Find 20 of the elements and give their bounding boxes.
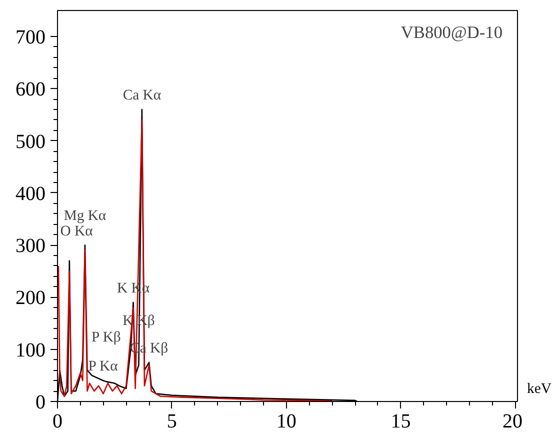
annotation: O Kα [60, 224, 94, 240]
x-tick-label: 5 [166, 410, 177, 432]
y-tick-label: 200 [16, 287, 46, 310]
x-tick-label: 20 [502, 410, 522, 432]
y-tick-label: 0 [36, 392, 46, 414]
annotation: P Kα [88, 358, 118, 375]
annotation: VB800@D-10 [400, 23, 503, 42]
y-tick-label: 400 [16, 182, 46, 205]
y-tick-label: 600 [16, 78, 46, 101]
y-tick-label: 100 [16, 339, 46, 362]
x-axis-title: keV [527, 380, 552, 399]
x-tick-label: 10 [276, 410, 296, 432]
x-tick-label: 0 [52, 410, 62, 432]
annotation: Ca Kα [122, 88, 162, 104]
y-tick-label: 700 [16, 26, 46, 49]
annotation: P Kβ [92, 330, 121, 346]
annotation: Mg Kα [64, 208, 106, 224]
y-tick-label: 500 [16, 130, 46, 153]
x-tick-label: 15 [390, 410, 411, 432]
y-tick-label: 300 [16, 235, 46, 258]
